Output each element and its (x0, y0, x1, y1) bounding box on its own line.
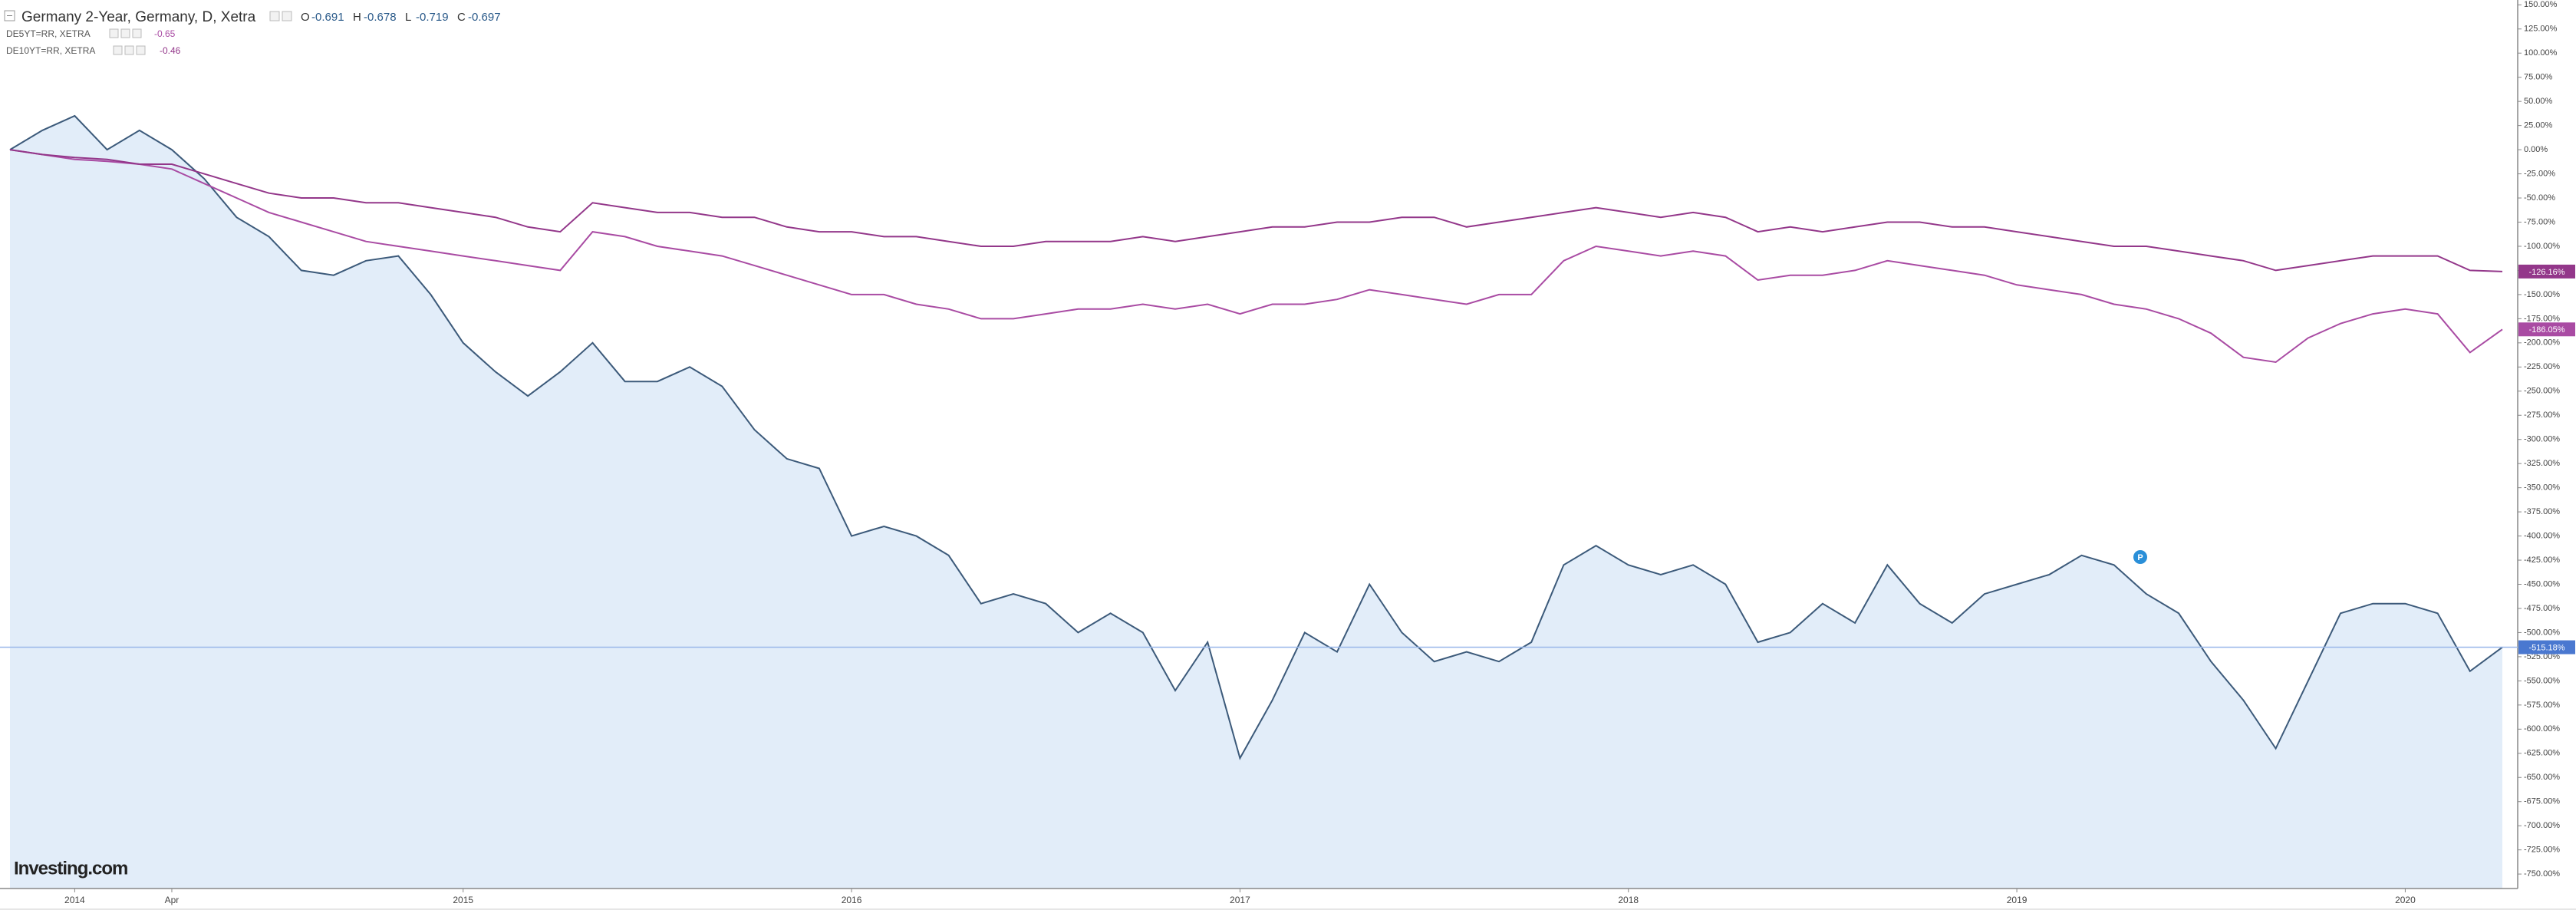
y-tick-label: -150.00% (2524, 290, 2560, 299)
area-fill (10, 116, 2502, 889)
ohlc-label: C (457, 11, 466, 24)
ohlc-value: -0.691 (311, 11, 344, 24)
y-tick-label: -700.00% (2524, 821, 2560, 830)
x-tick-label: Apr (165, 895, 180, 905)
x-tick-label: 2020 (2395, 895, 2416, 905)
x-tick-label: 2016 (842, 895, 862, 905)
legend-entry: DE10YT=RR, XETRA (6, 45, 95, 56)
last-value-label: -186.05% (2528, 325, 2564, 335)
last-value-label: -515.18% (2528, 643, 2564, 652)
y-tick-label: -675.00% (2524, 797, 2560, 806)
y-tick-label: 75.00% (2524, 73, 2553, 82)
y-tick-label: -175.00% (2524, 314, 2560, 323)
y-tick-label: -500.00% (2524, 628, 2560, 637)
ohlc-label: O (301, 11, 310, 24)
last-value-label: -126.16% (2528, 268, 2564, 277)
y-tick-label: 0.00% (2524, 145, 2548, 154)
y-tick-label: -575.00% (2524, 701, 2560, 710)
collapse-icon[interactable] (4, 10, 15, 21)
event-marker[interactable] (2133, 550, 2147, 564)
y-tick-label: -25.00% (2524, 169, 2555, 178)
y-tick-label: -300.00% (2524, 435, 2560, 444)
y-tick-label: -375.00% (2524, 507, 2560, 516)
settings-button[interactable] (269, 11, 280, 21)
y-tick-label: -525.00% (2524, 652, 2560, 661)
legend-value: -0.65 (154, 28, 176, 39)
settings-button[interactable] (109, 28, 119, 38)
y-tick-label: -275.00% (2524, 410, 2560, 420)
y-tick-label: -400.00% (2524, 531, 2560, 540)
x-tick-label: 2019 (2007, 895, 2028, 905)
y-tick-label: -475.00% (2524, 604, 2560, 613)
y-tick-label: -750.00% (2524, 869, 2560, 879)
y-tick-label: 125.00% (2524, 25, 2558, 34)
y-tick-label: -450.00% (2524, 579, 2560, 589)
y-tick-label: -625.00% (2524, 749, 2560, 758)
y-tick-label: 50.00% (2524, 97, 2553, 106)
chart-title: Germany 2-Year, Germany, D, Xetra (21, 9, 256, 25)
legend-entry: DE5YT=RR, XETRA (6, 28, 91, 39)
y-tick-label: -725.00% (2524, 846, 2560, 855)
y-tick-label: -50.00% (2524, 193, 2555, 203)
plot-area (9, 114, 2503, 889)
x-tick-label: 2018 (1618, 895, 1639, 905)
y-tick-label: -75.00% (2524, 217, 2555, 226)
y-tick-label: -350.00% (2524, 483, 2560, 493)
y-tick-label: 25.00% (2524, 121, 2553, 130)
series-line (9, 149, 2503, 364)
hide-button[interactable] (120, 28, 130, 38)
ohlc-label: H (353, 11, 361, 24)
series-line (9, 114, 2503, 760)
ohlc-label: L (405, 11, 411, 24)
x-tick-label: 2017 (1230, 895, 1250, 905)
y-tick-label: -425.00% (2524, 556, 2560, 565)
y-tick-label: -550.00% (2524, 676, 2560, 685)
series-line (9, 149, 2503, 272)
y-tick-label: -225.00% (2524, 362, 2560, 371)
hide-button[interactable] (282, 11, 292, 21)
last-value-box (2518, 640, 2575, 654)
y-tick-label: -325.00% (2524, 459, 2560, 468)
hide-button[interactable] (124, 45, 134, 55)
ohlc-value: -0.697 (468, 11, 501, 24)
event-marker-icon: P (2137, 553, 2143, 562)
y-tick-label: -650.00% (2524, 773, 2560, 782)
settings-button[interactable] (113, 45, 123, 55)
last-value-box (2518, 264, 2575, 279)
y-tick-label: -600.00% (2524, 724, 2560, 734)
x-tick-label: 2014 (64, 895, 85, 905)
y-tick-label: -250.00% (2524, 387, 2560, 396)
y-tick-label: -100.00% (2524, 242, 2560, 251)
ohlc-value: -0.678 (364, 11, 397, 24)
x-tick-label: 2015 (453, 895, 473, 905)
last-value-box (2518, 322, 2575, 337)
remove-button[interactable] (136, 45, 146, 55)
legend-value: -0.46 (160, 45, 181, 56)
y-tick-label: -200.00% (2524, 338, 2560, 348)
y-tick-label: 100.00% (2524, 48, 2558, 58)
ohlc-value: -0.719 (416, 11, 449, 24)
watermark: Investing.com (14, 858, 127, 879)
remove-button[interactable] (132, 28, 142, 38)
y-tick-label: 150.00% (2524, 0, 2558, 9)
